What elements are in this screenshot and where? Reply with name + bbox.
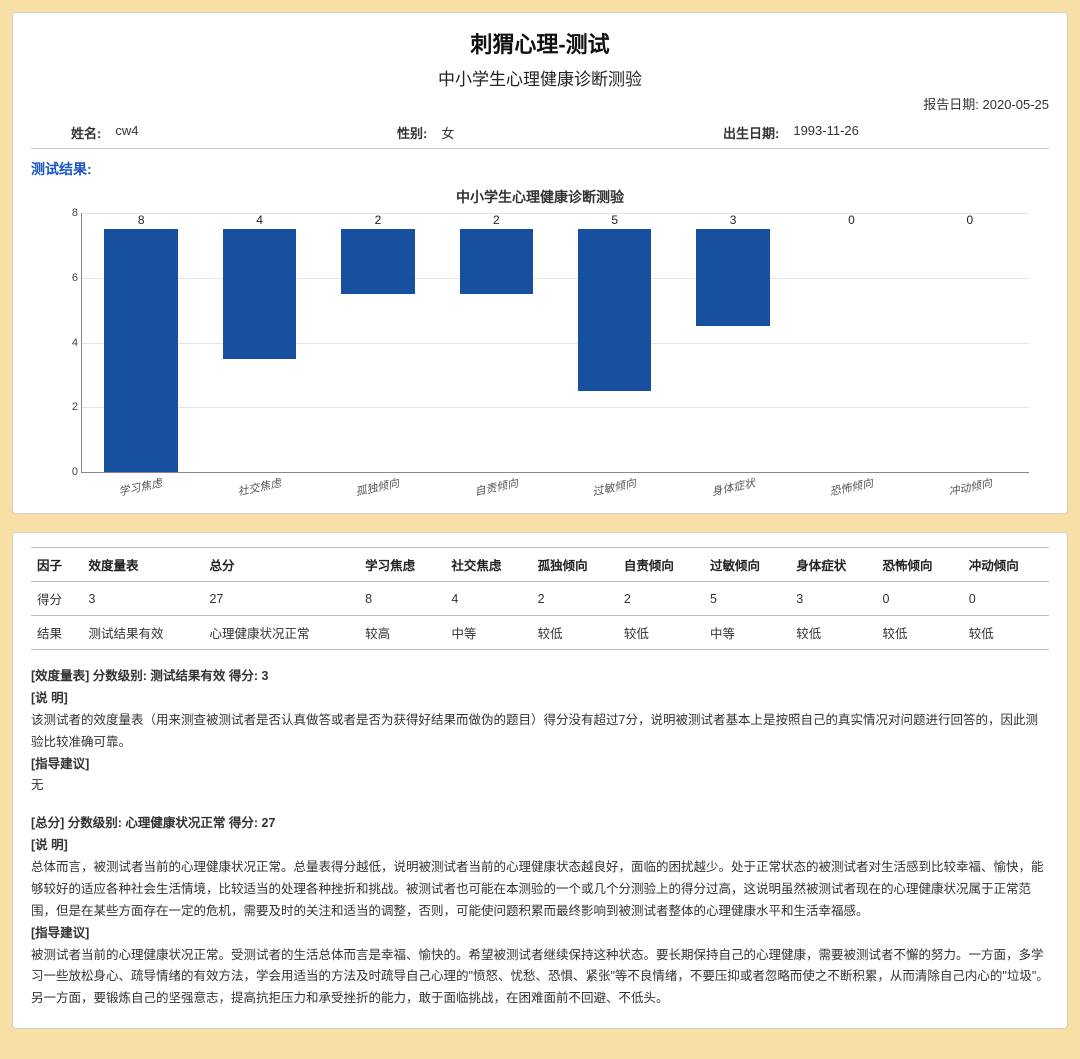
analysis-block: [总分] 分数级别: 心理健康状况正常 得分: 27[说 明]总体而言，被测试者… [31,813,1049,1010]
bar-slot: 3 [674,213,792,472]
table-cell: 5 [704,582,790,616]
advice-label: [指导建议] [31,754,1049,776]
table-header-cell: 总分 [203,548,359,582]
advice-text: 无 [31,775,1049,797]
bar-value-label: 4 [256,213,263,227]
report-date-value: 2020-05-25 [983,97,1050,112]
result-section-title: 测试结果: [31,159,1049,179]
table-cell: 27 [203,582,359,616]
explain-text: 该测试者的效度量表（用来测查被测试者是否认真做答或者是否为获得好结果而做伪的题目… [31,710,1049,754]
page-title: 刺猬心理-测试 [31,27,1049,59]
bars-container: 8 4 2 2 5 3 0 0 [82,213,1029,472]
y-tick: 8 [58,207,78,219]
bar-value-label: 0 [966,213,973,227]
table-cell: 心理健康状况正常 [203,616,359,650]
y-tick: 0 [58,466,78,478]
table-header-cell: 孤独倾向 [532,548,618,582]
gender-value: 女 [441,123,454,142]
bar-slot: 4 [200,213,318,472]
report-detail-panel: 因子效度量表总分学习焦虑社交焦虑孤独倾向自责倾向过敏倾向身体症状恐怖倾向冲动倾向… [12,532,1068,1029]
y-tick: 2 [58,401,78,413]
bar-chart: 0246884225300 学习焦虑社交焦虑孤独倾向自责倾向过敏倾向身体症状恐怖… [31,213,1049,495]
bar-value-label: 3 [730,213,737,227]
report-date-label: 报告日期: [923,97,979,112]
bar-slot: 2 [437,213,555,472]
bar-slot: 8 [82,213,200,472]
explain-label: [说 明] [31,835,1049,857]
table-header-cell: 学习焦虑 [359,548,445,582]
table-header-cell: 自责倾向 [618,548,704,582]
bar-rect [460,229,533,294]
name-value: cw4 [115,123,138,142]
table-cell: 中等 [445,616,531,650]
bar-value-label: 0 [848,213,855,227]
bar-rect [104,229,177,472]
block-heading: [效度量表] 分数级别: 测试结果有效 得分: 3 [31,666,1049,688]
y-tick: 4 [58,337,78,349]
bar-value-label: 5 [611,213,618,227]
table-header-cell: 冲动倾向 [963,548,1049,582]
explain-text: 总体而言，被测试者当前的心理健康状况正常。总量表得分越低，说明被测试者当前的心理… [31,857,1049,923]
birth-label: 出生日期: [723,123,779,142]
table-cell: 0 [963,582,1049,616]
analysis-block: [效度量表] 分数级别: 测试结果有效 得分: 3[说 明]该测试者的效度量表（… [31,666,1049,797]
table-cell: 8 [359,582,445,616]
page-subtitle: 中小学生心理健康诊断测验 [31,65,1049,90]
bar-value-label: 2 [375,213,382,227]
report-date: 报告日期: 2020-05-25 [31,94,1049,113]
table-cell: 得分 [31,582,82,616]
advice-text: 被测试者当前的心理健康状况正常。受测试者的生活总体而言是幸福、愉快的。希望被测试… [31,945,1049,1011]
table-header-cell: 身体症状 [790,548,876,582]
bar-value-label: 8 [138,213,145,227]
bar-value-label: 2 [493,213,500,227]
birth-value: 1993-11-26 [793,123,859,142]
name-label: 姓名: [71,123,101,142]
subject-info-row: 姓名: cw4 性别: 女 出生日期: 1993-11-26 [31,117,1049,149]
table-cell: 结果 [31,616,82,650]
table-cell: 较低 [876,616,962,650]
table-cell: 3 [790,582,876,616]
table-cell: 3 [82,582,203,616]
table-cell: 中等 [704,616,790,650]
table-cell: 0 [876,582,962,616]
table-header-cell: 恐怖倾向 [876,548,962,582]
table-row: 得分32784225300 [31,582,1049,616]
table-cell: 较高 [359,616,445,650]
score-table: 因子效度量表总分学习焦虑社交焦虑孤独倾向自责倾向过敏倾向身体症状恐怖倾向冲动倾向… [31,547,1049,650]
bar-rect [578,229,651,391]
report-header-panel: 刺猬心理-测试 中小学生心理健康诊断测验 报告日期: 2020-05-25 姓名… [12,12,1068,514]
table-cell: 4 [445,582,531,616]
advice-label: [指导建议] [31,923,1049,945]
explain-label: [说 明] [31,688,1049,710]
table-header-cell: 效度量表 [82,548,203,582]
table-cell: 测试结果有效 [82,616,203,650]
bar-rect [223,229,296,359]
bar-slot: 2 [319,213,437,472]
table-header-cell: 因子 [31,548,82,582]
bar-slot: 0 [911,213,1029,472]
bar-rect [696,229,769,326]
y-tick: 6 [58,272,78,284]
table-cell: 2 [618,582,704,616]
table-cell: 较低 [618,616,704,650]
gender-label: 性别: [397,123,427,142]
table-cell: 较低 [963,616,1049,650]
table-header-cell: 过敏倾向 [704,548,790,582]
bar-rect [341,229,414,294]
table-cell: 2 [532,582,618,616]
chart-title: 中小学生心理健康诊断测验 [31,187,1049,207]
table-row: 结果测试结果有效心理健康状况正常较高中等较低较低中等较低较低较低 [31,616,1049,650]
bar-slot: 0 [792,213,910,472]
table-cell: 较低 [790,616,876,650]
bar-slot: 5 [556,213,674,472]
table-cell: 较低 [532,616,618,650]
table-header-cell: 社交焦虑 [445,548,531,582]
block-heading: [总分] 分数级别: 心理健康状况正常 得分: 27 [31,813,1049,835]
